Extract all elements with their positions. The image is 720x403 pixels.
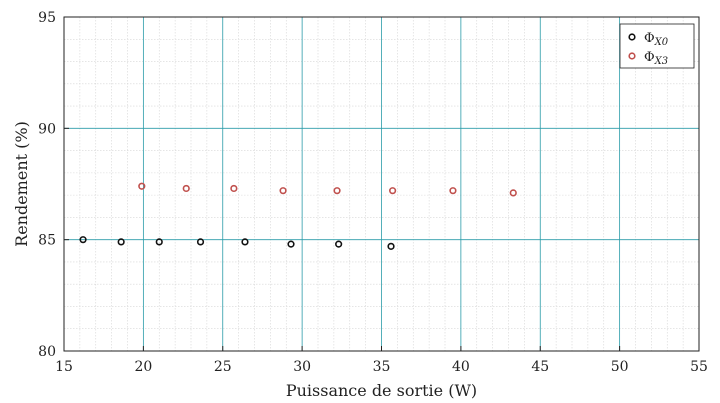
data-point — [279, 187, 287, 195]
x-tick-label: 35 — [373, 359, 391, 375]
data-point — [196, 238, 205, 246]
x-tick-label: 30 — [293, 359, 311, 375]
data-point — [333, 187, 341, 195]
legend-marker — [628, 33, 636, 41]
y-tick-label: 90 — [38, 121, 56, 137]
y-tick-label: 85 — [38, 233, 56, 249]
data-point — [155, 238, 163, 246]
x-tick-label: 50 — [611, 359, 629, 375]
x-tick-label: 15 — [55, 359, 73, 375]
legend-label: ΦX0 — [644, 31, 669, 48]
data-point — [387, 242, 395, 250]
data-point — [182, 184, 190, 193]
axis-ticks — [63, 16, 700, 352]
x-tick-label: 55 — [690, 359, 708, 375]
legend-marker — [628, 52, 636, 60]
data-point — [138, 182, 146, 190]
data-point — [230, 184, 238, 193]
y-axis-label: Rendement (%) — [12, 121, 31, 247]
x-tick-label: 25 — [214, 359, 232, 375]
minor-grid — [64, 17, 699, 351]
series-x3 — [138, 182, 517, 197]
x-axis-label: Puissance de sortie (W) — [286, 381, 477, 400]
x-tick-label: 20 — [134, 359, 152, 375]
data-point — [241, 238, 249, 246]
legend-item: ΦX3 — [628, 50, 668, 67]
y-tick-label: 95 — [38, 10, 56, 26]
x-tick-label: 45 — [531, 359, 549, 375]
data-point — [509, 189, 517, 197]
data-point — [335, 240, 343, 248]
major-grid — [64, 17, 699, 351]
x-tick-label: 40 — [452, 359, 470, 375]
series-x0 — [79, 236, 395, 250]
data-point — [117, 238, 125, 246]
legend-label: ΦX3 — [644, 50, 668, 67]
data-point — [79, 236, 87, 244]
legend-box — [619, 23, 695, 69]
x-tick-labels: 15 20 25 30 35 40 45 50 55 — [55, 359, 708, 375]
data-point — [389, 187, 397, 195]
y-tick-labels: 80 85 90 95 — [38, 10, 56, 360]
data-point — [287, 240, 295, 248]
data-point — [449, 187, 457, 195]
legend-item: ΦX0 — [628, 31, 669, 48]
series-layer — [79, 182, 517, 250]
y-tick-label: 80 — [38, 344, 56, 360]
